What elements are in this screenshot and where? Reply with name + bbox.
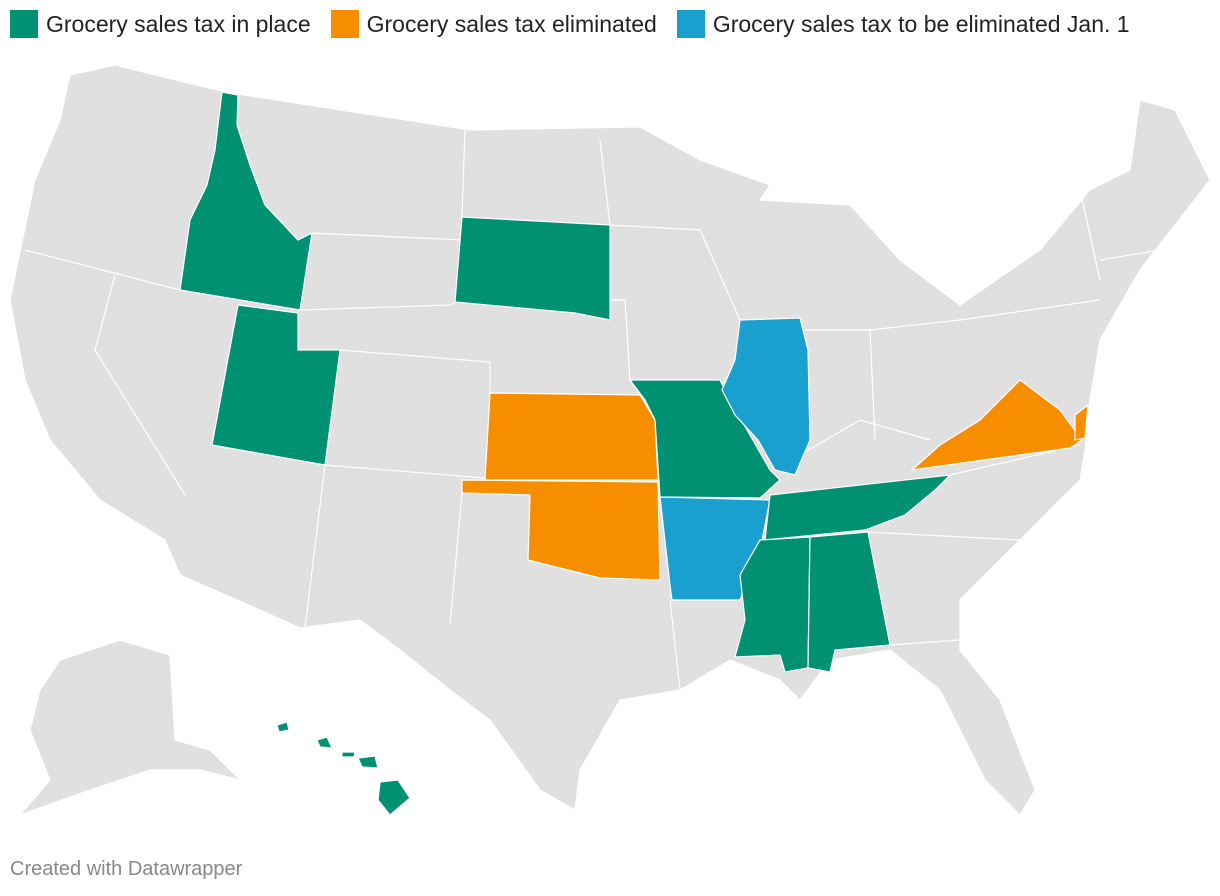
island (357, 755, 379, 769)
legend-label: Grocery sales tax in place (46, 10, 311, 37)
state (484, 392, 659, 481)
legend: Grocery sales tax in place Grocery sales … (10, 10, 1130, 38)
state (454, 216, 611, 321)
state (721, 317, 811, 476)
island (276, 721, 290, 733)
legend-item: Grocery sales tax to be eliminated Jan. … (676, 10, 1130, 38)
legend-item: Grocery sales tax in place (10, 10, 311, 38)
legend-item: Grocery sales tax eliminated (330, 10, 657, 38)
legend-swatch (10, 10, 38, 38)
island (316, 736, 333, 749)
map (9, 64, 1211, 817)
state (910, 379, 1083, 471)
island (377, 779, 411, 816)
hawaii (276, 721, 411, 816)
state (179, 91, 313, 311)
alaska (18, 639, 242, 817)
state-borders (24, 91, 1161, 691)
state (211, 304, 341, 466)
footer: Created with Datawrapper (10, 858, 243, 880)
state (807, 531, 891, 673)
state (1074, 403, 1089, 441)
legend-label: Grocery sales tax eliminated (366, 10, 657, 37)
legend-label: Grocery sales tax to be eliminated Jan. … (712, 10, 1130, 37)
legend-swatch (676, 10, 705, 38)
state (461, 479, 661, 581)
island (341, 751, 356, 758)
legend-swatch (330, 10, 359, 38)
